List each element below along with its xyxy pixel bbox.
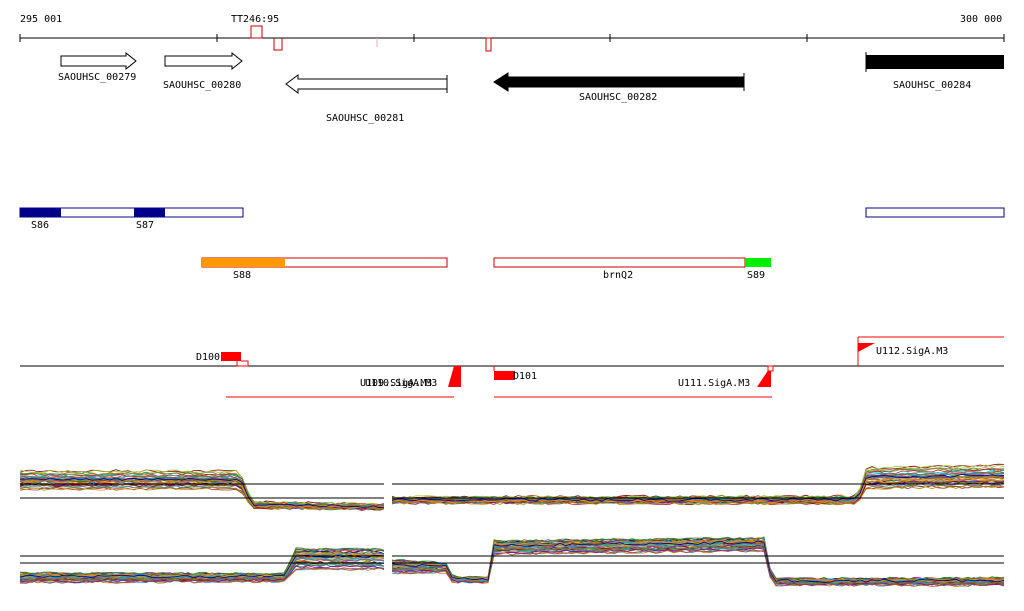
svg-text:U111.SigA.M3: U111.SigA.M3 bbox=[678, 378, 750, 389]
feature-track: D100 U110.SigA.M3 U109.SigA.M3 D101 U111… bbox=[20, 336, 1004, 398]
expression-trace bbox=[19, 544, 1005, 584]
gene-saouhsc-00280[interactable]: SAOUHSC_00280 bbox=[163, 51, 243, 91]
svg-text:U109.SigA.M3: U109.SigA.M3 bbox=[360, 378, 432, 389]
gene-track: SAOUHSC_00279 SAOUHSC_00280 SAOUHSC_0028… bbox=[58, 51, 1004, 124]
gene-label: SAOUHSC_00280 bbox=[163, 80, 241, 91]
gene-label: SAOUHSC_00282 bbox=[579, 92, 657, 103]
axis-marker-label: TT246:95 bbox=[231, 14, 279, 25]
svg-text:D101: D101 bbox=[513, 371, 537, 382]
axis-end-label: 300 000 bbox=[960, 14, 1002, 25]
expression-trace bbox=[19, 549, 1005, 588]
feature-u111[interactable]: U111.SigA.M3 bbox=[678, 365, 774, 389]
expression-trace bbox=[19, 547, 1005, 587]
gene-label: SAOUHSC_00281 bbox=[326, 113, 404, 124]
feature-u112[interactable]: U112.SigA.M3 bbox=[857, 337, 948, 366]
svg-text:U110.SigA.M3: U110.SigA.M3 bbox=[365, 378, 437, 389]
gene-label: SAOUHSC_00279 bbox=[58, 72, 136, 83]
expression-panel-top bbox=[19, 463, 1005, 512]
segment-row-orange[interactable]: S88 bbox=[201, 257, 448, 281]
expression-trace bbox=[19, 536, 1005, 581]
expression-trace bbox=[19, 475, 1005, 510]
expression-trace bbox=[19, 464, 1005, 506]
expression-trace bbox=[19, 541, 1005, 584]
segment-label-s87: S87 bbox=[136, 220, 154, 231]
segment-brnq2[interactable]: brnQ2 S89 bbox=[493, 257, 771, 281]
expression-trace bbox=[19, 540, 1005, 583]
svg-text:D100: D100 bbox=[196, 352, 220, 363]
segment-label-s86: S86 bbox=[31, 220, 49, 231]
feature-u110[interactable]: U110.SigA.M3 U109.SigA.M3 bbox=[360, 366, 461, 389]
expression-trace bbox=[19, 473, 1005, 509]
gene-label: SAOUHSC_00284 bbox=[893, 80, 971, 91]
segment-label-brnq2: brnQ2 bbox=[603, 270, 633, 281]
expression-trace bbox=[19, 544, 1005, 585]
gene-saouhsc-00284[interactable]: SAOUHSC_00284 bbox=[865, 52, 1004, 91]
expression-trace bbox=[19, 478, 1005, 510]
axis-ticks bbox=[19, 34, 1005, 42]
gene-saouhsc-00282[interactable]: SAOUHSC_00282 bbox=[493, 72, 745, 103]
expression-trace bbox=[19, 478, 1005, 510]
segment-track: S86 S87 S88 brnQ2 S89 bbox=[19, 207, 1005, 281]
coordinate-axis: 295 001 300 000 TT246:95 bbox=[19, 14, 1005, 52]
axis-start-label: 295 001 bbox=[20, 14, 62, 25]
segment-label-s89: S89 bbox=[747, 270, 765, 281]
feature-d101[interactable]: D101 bbox=[493, 366, 537, 382]
panel-gap bbox=[384, 455, 392, 605]
gene-saouhsc-00279[interactable]: SAOUHSC_00279 bbox=[58, 51, 137, 83]
svg-text:U112.SigA.M3: U112.SigA.M3 bbox=[876, 346, 948, 357]
segment-row-blue[interactable]: S86 S87 bbox=[19, 207, 244, 231]
expression-trace bbox=[19, 485, 1005, 510]
gene-saouhsc-00281[interactable]: SAOUHSC_00281 bbox=[285, 74, 448, 124]
expression-panel-bottom bbox=[19, 536, 1005, 588]
feature-d100[interactable]: D100 bbox=[196, 352, 249, 367]
segment-right-blue[interactable] bbox=[865, 207, 1005, 218]
axis-feature-marks bbox=[250, 25, 492, 52]
segment-label-s88: S88 bbox=[233, 270, 251, 281]
